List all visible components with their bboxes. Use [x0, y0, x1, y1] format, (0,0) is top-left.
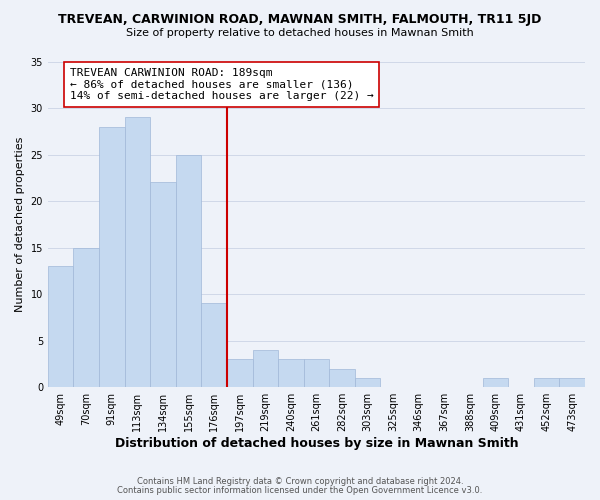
Bar [278, 360, 304, 387]
Y-axis label: Number of detached properties: Number of detached properties [15, 136, 25, 312]
Bar [482, 378, 508, 387]
Bar [355, 378, 380, 387]
Text: Size of property relative to detached houses in Mawnan Smith: Size of property relative to detached ho… [126, 28, 474, 38]
Text: Contains public sector information licensed under the Open Government Licence v3: Contains public sector information licen… [118, 486, 482, 495]
Text: TREVEAN, CARWINION ROAD, MAWNAN SMITH, FALMOUTH, TR11 5JD: TREVEAN, CARWINION ROAD, MAWNAN SMITH, F… [58, 12, 542, 26]
Text: Contains HM Land Registry data © Crown copyright and database right 2024.: Contains HM Land Registry data © Crown c… [137, 477, 463, 486]
Bar [99, 126, 125, 387]
Bar [150, 182, 176, 387]
Bar [176, 154, 202, 387]
Bar [253, 350, 278, 387]
Bar [534, 378, 559, 387]
Bar [48, 266, 73, 387]
Bar [227, 360, 253, 387]
Bar [329, 368, 355, 387]
Bar [559, 378, 585, 387]
Bar [125, 118, 150, 387]
Bar [304, 360, 329, 387]
X-axis label: Distribution of detached houses by size in Mawnan Smith: Distribution of detached houses by size … [115, 437, 518, 450]
Text: TREVEAN CARWINION ROAD: 189sqm
← 86% of detached houses are smaller (136)
14% of: TREVEAN CARWINION ROAD: 189sqm ← 86% of … [70, 68, 373, 101]
Bar [73, 248, 99, 387]
Bar [202, 304, 227, 387]
